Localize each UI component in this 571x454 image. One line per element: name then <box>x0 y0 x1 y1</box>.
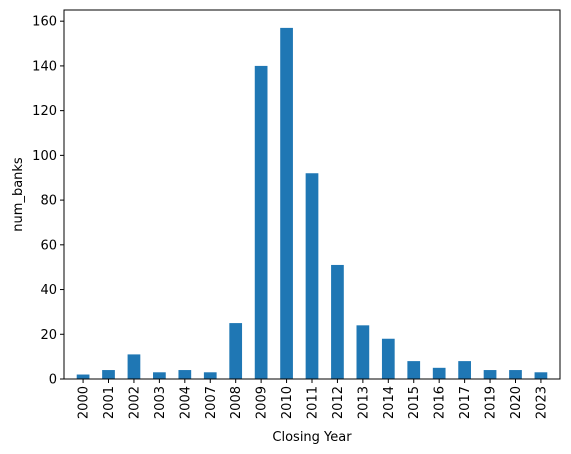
y-tick-label: 140 <box>32 59 57 74</box>
y-tick-label: 160 <box>32 15 57 30</box>
x-axis: 2000 2001 2002 2003 2004 2007 2008 2009 2010 2011… <box>77 379 549 419</box>
bar-2003 <box>153 372 166 379</box>
bar-2002 <box>127 354 141 379</box>
y-tick-label: 80 <box>40 194 57 209</box>
bar-2017 <box>458 361 471 379</box>
x-tick-label: 2019 <box>484 386 499 419</box>
x-tick-label: 2009 <box>255 386 270 419</box>
bar-2004 <box>178 370 192 379</box>
x-tick-label: 2007 <box>204 386 219 419</box>
bar-2020 <box>509 370 522 379</box>
x-tick-label: 2011 <box>306 386 321 419</box>
bar-2001 <box>102 370 115 379</box>
x-tick-label: 2013 <box>356 386 371 419</box>
bar-2015 <box>407 361 421 379</box>
bar-2009 <box>254 65 268 379</box>
bar-2013 <box>356 325 370 379</box>
bars-layer <box>76 27 548 379</box>
y-axis: 0 20 40 60 80 100 120 140 160 <box>32 15 64 388</box>
bar-2000 <box>76 374 90 379</box>
y-tick-label: 20 <box>40 328 57 343</box>
x-tick-label: 2008 <box>229 386 244 419</box>
bar-2019 <box>483 370 497 379</box>
x-tick-label: 2015 <box>407 386 422 419</box>
x-tick-label: 2004 <box>178 386 193 419</box>
x-tick-label: 2003 <box>153 386 168 419</box>
x-tick-label: 2014 <box>382 386 397 419</box>
y-axis-title: num_banks <box>11 157 26 232</box>
x-axis-title: Closing Year <box>272 430 352 445</box>
x-tick-label: 2000 <box>77 386 92 419</box>
x-tick-label: 2001 <box>102 386 117 419</box>
bar-2023 <box>534 372 548 379</box>
y-tick-label: 60 <box>40 238 57 253</box>
y-tick-label: 0 <box>49 373 57 388</box>
bar-2010 <box>280 27 293 379</box>
x-tick-label: 2016 <box>433 386 448 419</box>
bar-2008 <box>229 323 243 379</box>
x-tick-label: 2010 <box>280 386 295 419</box>
plot-frame <box>63 9 561 380</box>
bar-2016 <box>432 367 446 379</box>
x-tick-label: 2002 <box>127 386 142 419</box>
y-tick-label: 100 <box>32 149 57 164</box>
x-tick-label: 2017 <box>458 386 473 419</box>
bar-2014 <box>381 338 395 379</box>
y-tick-label: 40 <box>40 283 57 298</box>
bar-2007 <box>203 372 217 379</box>
x-tick-label: 2020 <box>509 386 524 419</box>
x-tick-label: 2012 <box>331 386 346 419</box>
x-tick-label: 2023 <box>534 386 549 419</box>
bar-2011 <box>305 173 319 379</box>
y-tick-label: 120 <box>32 104 57 119</box>
bar-2012 <box>331 264 344 379</box>
